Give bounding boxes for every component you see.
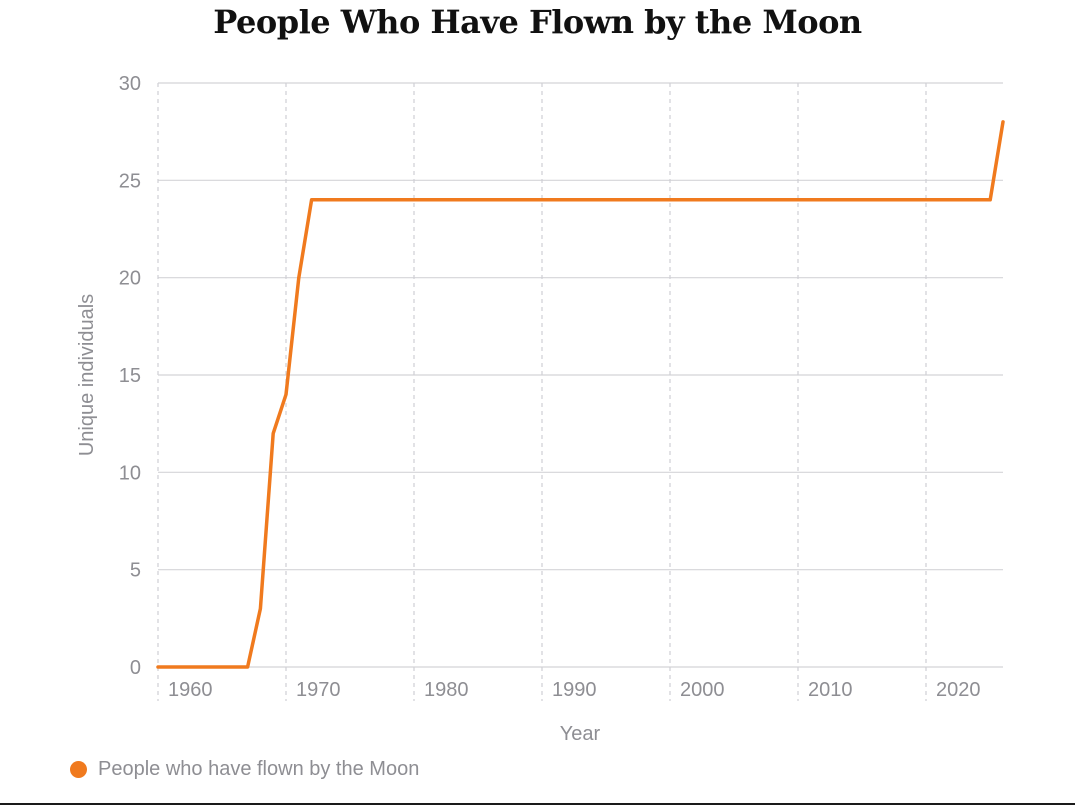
y-tick-label: 20 <box>119 268 141 290</box>
x-tick-label: 1960 <box>168 679 213 701</box>
grid-lines <box>157 82 1003 701</box>
legend: People who have flown by the Moon <box>70 756 419 782</box>
x-tick-label: 1970 <box>296 679 341 701</box>
axes: 0 5 10 15 20 25 30 1960 1970 1980 1990 2000 2010 2020 <box>119 73 981 701</box>
y-tick-label: 0 <box>130 657 141 679</box>
legend-label: People who have flown by the Moon <box>98 757 420 780</box>
bottom-divider <box>0 803 1075 805</box>
y-tick-label: 10 <box>119 462 141 484</box>
series-lines <box>156 120 1005 669</box>
y-tick-label: 15 <box>119 365 141 387</box>
y-tick-label: 30 <box>119 73 141 95</box>
legend-marker-icon <box>70 760 87 778</box>
chart-title: People Who Have Flown by the Moon <box>213 3 862 41</box>
series-line <box>156 120 1005 669</box>
x-tick-label: 1990 <box>552 679 597 701</box>
x-tick-label: 1980 <box>424 679 469 701</box>
x-tick-label: 2010 <box>808 679 853 701</box>
x-axis-label: Year <box>560 723 601 745</box>
x-tick-label: 2000 <box>680 679 725 701</box>
y-tick-label: 25 <box>119 170 141 192</box>
x-tick-label: 2020 <box>936 679 981 701</box>
y-tick-label: 5 <box>130 560 141 582</box>
y-axis-label: Unique individuals <box>76 294 98 456</box>
